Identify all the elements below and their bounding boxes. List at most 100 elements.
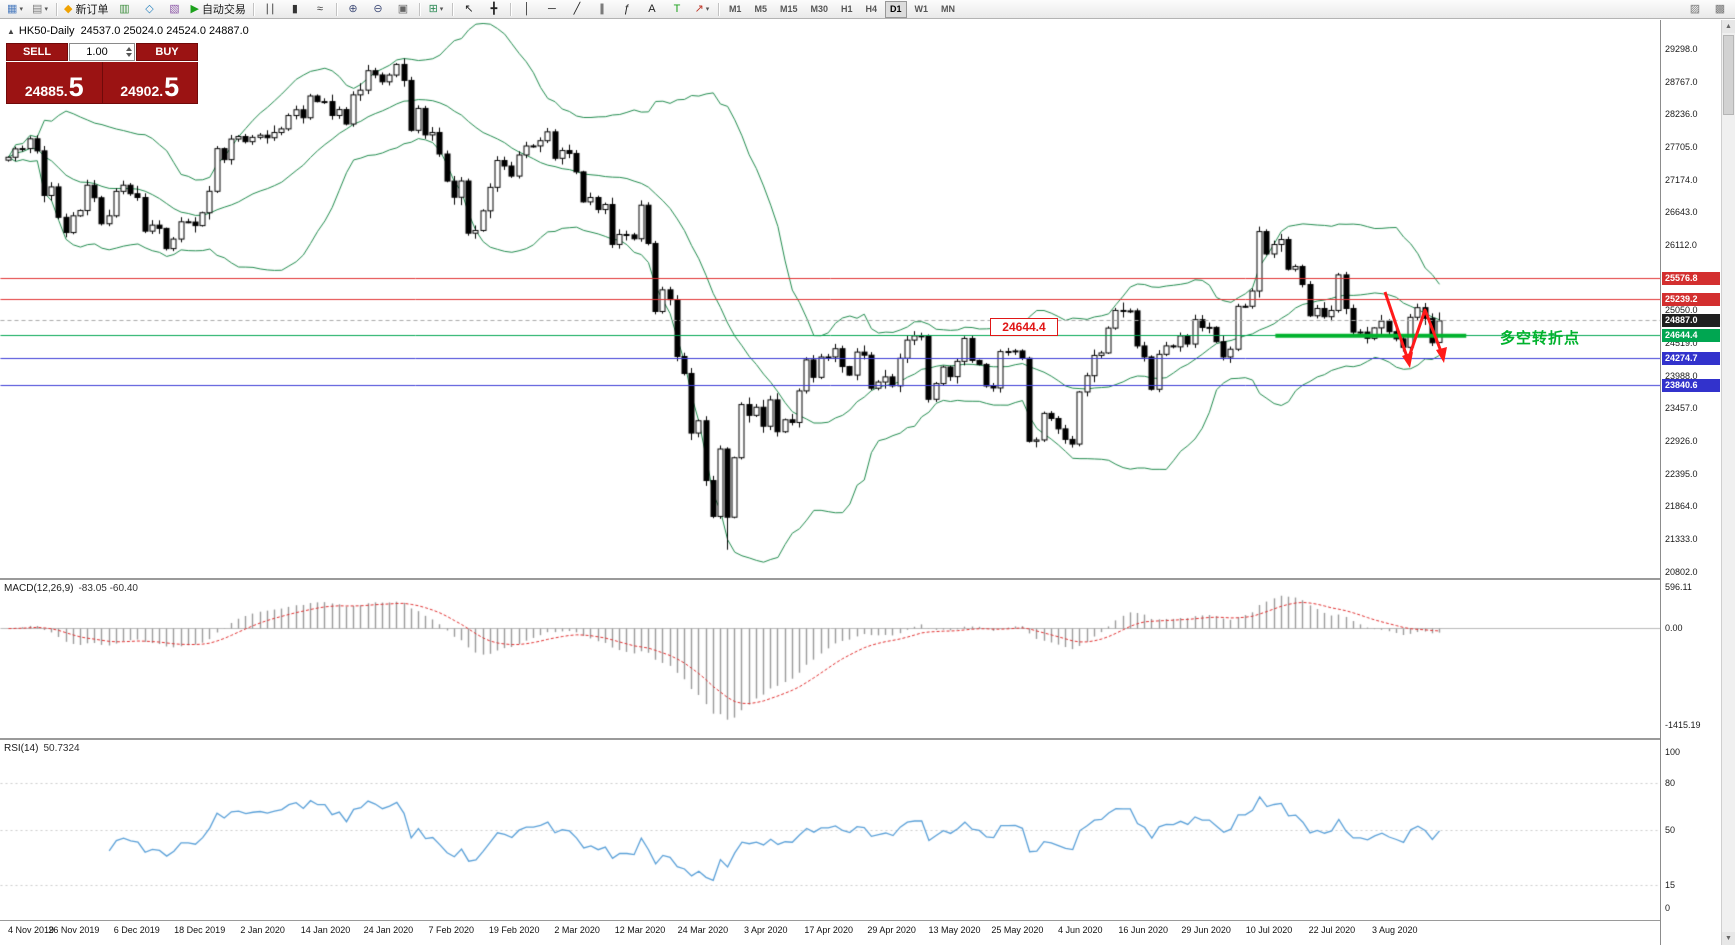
bid-price-int: 24885. [24, 82, 68, 99]
cursor-icon[interactable]: ↖ [457, 0, 481, 19]
channel-icon[interactable]: ∥ [590, 0, 614, 19]
volume-value[interactable]: 1.00 [86, 46, 108, 58]
zoom-in-icon: ⊕ [348, 2, 358, 15]
zoom-in-icon[interactable]: ⊕ [341, 0, 365, 19]
panel-divider[interactable] [0, 578, 1721, 580]
zigzag-line[interactable] [1383, 291, 1444, 362]
arrows-icon[interactable]: ↗ ▾ [690, 0, 714, 19]
profiles-icon[interactable]: ▤ ▾ [28, 0, 52, 19]
arrows-icon: ↗ [694, 2, 704, 15]
scroll-down-button[interactable]: ▼ [1722, 932, 1735, 945]
macd-panel[interactable]: MACD(12,26,9) -83.05 -60.40 [0, 580, 1660, 738]
timeframe-button-MN[interactable]: MN [941, 4, 956, 14]
new-chart-icon-caret[interactable]: ▾ [19, 6, 23, 13]
line-chart-mode-icon[interactable]: ≈ [308, 0, 332, 19]
text-label-icon: T [673, 2, 681, 15]
time-tick: 14 Jan 2020 [300, 925, 351, 935]
timeframe-button-M5[interactable]: M5 [754, 4, 767, 14]
crosshair-icon: ╋ [490, 2, 498, 15]
navigator-icon: ▧ [169, 2, 180, 15]
price-tick: 20802.0 [1665, 566, 1698, 577]
timeframe-button-H4[interactable]: H4 [865, 4, 878, 14]
timeframe-button-W1[interactable]: W1 [914, 4, 929, 14]
chart-panel[interactable]: ▲ HK50-Daily 24537.0 25024.0 24524.0 24887… [0, 20, 1660, 578]
candlestick-chart-canvas[interactable] [0, 20, 1660, 578]
sell-button[interactable]: SELL [6, 43, 68, 61]
data-window-icon: ◇ [145, 2, 154, 15]
price-line-label: 25576.8 [1662, 271, 1720, 285]
price-tick: 27705.0 [1665, 142, 1698, 153]
vertical-scrollbar[interactable]: ▲ ▼ [1721, 20, 1735, 945]
candlestick-mode-icon[interactable]: ▮ [283, 0, 307, 19]
data-window-icon[interactable]: ◇ [137, 0, 161, 19]
toolbar-separator [418, 2, 420, 16]
timeframe-button-M15[interactable]: M15 [779, 4, 798, 14]
price-tick: 25050.0 [1665, 305, 1698, 316]
volume-up-icon[interactable] [126, 47, 132, 51]
rsi-canvas[interactable] [0, 740, 1660, 920]
time-tick: 3 Apr 2020 [744, 925, 788, 935]
timeframe-button-M30[interactable]: M30 [810, 4, 828, 14]
one-click-trading-widget: SELL 1.00 BUY 24885. 5 24902. 5 [6, 43, 198, 104]
price-tick: 21333.0 [1665, 534, 1698, 545]
horizontal-line-icon[interactable]: ─ [540, 0, 564, 19]
time-axis[interactable]: 4 Nov 2019 26 Nov 2019 6 Dec 2019 18 Dec 20… [0, 921, 1660, 945]
candlestick-mode-icon: ▮ [291, 2, 298, 15]
rsi-axis-tick: 15 [1665, 879, 1676, 890]
timeframe-button-D1[interactable]: D1 [885, 0, 907, 18]
tile-windows-icon[interactable]: ▣ [391, 0, 415, 19]
toolbar-separator [335, 2, 337, 16]
bid-price[interactable]: 24885. 5 [7, 62, 102, 103]
zoom-out-icon[interactable]: ⊖ [366, 0, 390, 19]
volume-stepper[interactable]: 1.00 [69, 43, 135, 61]
auto-trading-button[interactable]: ▶ 自动交易 [187, 0, 248, 19]
panel-divider[interactable] [0, 920, 1721, 921]
volume-down-icon[interactable] [126, 53, 132, 57]
new-chart-icon[interactable]: ▦ ▾ [3, 0, 27, 19]
navigator-icon[interactable]: ▧ [162, 0, 186, 19]
timeframe-button-H1[interactable]: H1 [841, 4, 853, 14]
macd-canvas[interactable] [0, 580, 1660, 738]
macd-axis-tick: -1415.19 [1665, 720, 1701, 731]
volume-spin-buttons[interactable] [124, 47, 134, 57]
text-label-icon[interactable]: T [665, 0, 689, 19]
toolbar-separator [509, 2, 511, 16]
buy-button[interactable]: BUY [136, 43, 198, 61]
chart-shift-icon[interactable]: ▨ [1683, 0, 1707, 19]
toolbar-separator [252, 2, 254, 16]
indicators-icon-caret[interactable]: ▾ [439, 6, 444, 13]
fibonacci-icon[interactable]: ƒ [615, 0, 639, 19]
zoom-out-icon: ⊖ [373, 2, 383, 15]
new-order-button[interactable]: ◆ 新订单 [61, 0, 111, 19]
price-tick: 27174.0 [1665, 174, 1698, 185]
scroll-thumb[interactable] [1723, 35, 1734, 115]
auto-scroll-icon[interactable]: ▩ [1708, 0, 1732, 19]
one-click-toggle-icon[interactable]: ▲ [7, 27, 15, 36]
scroll-up-button[interactable]: ▲ [1722, 20, 1735, 33]
profiles-icon-caret[interactable]: ▾ [44, 6, 48, 13]
time-tick: 22 Jul 2020 [1308, 925, 1356, 935]
bar-chart-mode-icon[interactable]: ∣∣ [258, 0, 282, 19]
rsi-panel[interactable]: RSI(14) 50.7324 [0, 740, 1660, 920]
time-tick: 16 Jun 2020 [1118, 925, 1168, 935]
ask-price[interactable]: 24902. 5 [101, 62, 198, 103]
timeframe-button-M1[interactable]: M1 [728, 4, 742, 14]
vertical-line-icon[interactable]: │ [515, 0, 539, 19]
auto-scroll-icon: ▩ [1714, 2, 1726, 15]
price-line-label: 25239.2 [1662, 292, 1720, 306]
indicators-icon: ⊞ [428, 2, 438, 15]
text-annotation[interactable]: 多空转折点 [1500, 330, 1581, 347]
zigzag-arrowhead-2 [1436, 347, 1447, 363]
arrows-icon-caret[interactable]: ▾ [705, 6, 710, 13]
text-icon[interactable]: A [640, 0, 664, 19]
trendline-icon[interactable]: ╱ [565, 0, 589, 19]
new-chart-icon: ▦ [7, 2, 18, 15]
price-callout-label[interactable]: 24644.4 [990, 318, 1058, 336]
cursor-icon: ↖ [464, 2, 474, 15]
zigzag-arrows-drawing[interactable] [0, 20, 1660, 578]
market-watch-icon[interactable]: ▥ [112, 0, 136, 19]
panel-divider[interactable] [0, 738, 1721, 740]
indicators-icon[interactable]: ⊞ ▾ [424, 0, 448, 19]
crosshair-icon[interactable]: ╋ [482, 0, 506, 19]
price-axis[interactable]: 29298.0 28767.0 28236.0 27705.0 27174.0 26643… [1660, 20, 1721, 945]
